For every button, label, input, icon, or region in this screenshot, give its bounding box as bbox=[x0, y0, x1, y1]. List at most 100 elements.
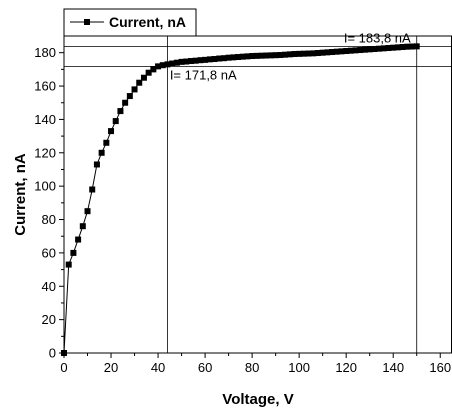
data-point bbox=[136, 79, 143, 86]
data-point bbox=[376, 45, 383, 52]
legend-entry-current: Current, nA bbox=[109, 14, 186, 30]
legend: Current, nA bbox=[63, 8, 197, 37]
data-point bbox=[150, 66, 157, 73]
x-tick-label-6: 120 bbox=[335, 360, 357, 375]
data-point bbox=[253, 52, 260, 59]
data-point bbox=[263, 52, 270, 59]
data-point bbox=[216, 55, 223, 62]
data-point bbox=[357, 47, 364, 54]
data-point bbox=[112, 118, 119, 125]
data-point bbox=[155, 63, 162, 70]
data-point bbox=[140, 74, 147, 81]
data-point bbox=[206, 56, 213, 63]
data-point bbox=[329, 49, 336, 56]
data-point bbox=[220, 55, 227, 62]
data-point bbox=[314, 50, 321, 57]
x-tick-label-3: 60 bbox=[198, 360, 212, 375]
data-point bbox=[380, 45, 387, 52]
data-point bbox=[409, 43, 416, 50]
data-point bbox=[300, 50, 307, 57]
data-point bbox=[75, 236, 82, 243]
y-tick-label-8: 160 bbox=[34, 79, 56, 94]
data-point bbox=[103, 139, 110, 146]
x-tick-label-2: 40 bbox=[151, 360, 165, 375]
y-tick-label-3: 60 bbox=[42, 245, 56, 260]
y-tick-label-4: 80 bbox=[42, 212, 56, 227]
y-tick-label-5: 100 bbox=[34, 179, 56, 194]
data-point bbox=[347, 47, 354, 54]
data-point bbox=[164, 61, 171, 68]
x-tick-label-1: 20 bbox=[104, 360, 118, 375]
data-point bbox=[145, 69, 152, 76]
y-tick-label-7: 140 bbox=[34, 112, 56, 127]
legend-marker bbox=[84, 19, 90, 25]
y-tick-label-9: 180 bbox=[34, 45, 56, 60]
data-point bbox=[187, 58, 194, 65]
y-tick-label-1: 20 bbox=[42, 312, 56, 327]
data-point bbox=[277, 52, 284, 59]
data-point bbox=[319, 49, 326, 56]
data-point bbox=[249, 53, 256, 60]
data-point bbox=[258, 52, 265, 59]
data-point bbox=[93, 161, 100, 168]
plot-frame bbox=[63, 35, 452, 354]
data-point bbox=[131, 86, 138, 93]
data-point bbox=[183, 58, 190, 65]
x-tick-label-4: 80 bbox=[245, 360, 259, 375]
data-point bbox=[399, 44, 406, 51]
data-point bbox=[70, 249, 77, 256]
annotations: I= 171,8 nA I= 183,8 nA bbox=[170, 31, 411, 83]
data-point bbox=[230, 54, 237, 61]
data-point bbox=[343, 48, 350, 55]
axes-layer: 0 20 40 60 80 100 120 140 160 0 20 40 60 80 100 120 140 1… bbox=[34, 45, 451, 375]
data-point bbox=[371, 46, 378, 53]
data-point bbox=[324, 49, 331, 56]
data-point bbox=[404, 43, 411, 50]
x-tick-label-0: 0 bbox=[60, 360, 67, 375]
data-point bbox=[394, 44, 401, 51]
data-point bbox=[65, 261, 72, 268]
data-point bbox=[159, 62, 166, 69]
reference-lines bbox=[64, 36, 452, 353]
data-point bbox=[202, 56, 209, 63]
y-tick-label-6: 120 bbox=[34, 145, 56, 160]
data-point bbox=[235, 54, 242, 61]
data-point bbox=[173, 59, 180, 66]
data-point bbox=[305, 50, 312, 57]
series-line-0 bbox=[63, 45, 417, 354]
data-point bbox=[117, 108, 124, 115]
data-point bbox=[296, 50, 303, 57]
data-point bbox=[169, 60, 176, 67]
data-point bbox=[98, 149, 105, 156]
data-point bbox=[338, 48, 345, 55]
data-point bbox=[122, 99, 129, 106]
x-axis-title: Voltage, V bbox=[222, 391, 293, 408]
data-point bbox=[291, 51, 298, 58]
data-point bbox=[244, 53, 251, 60]
x-tick-label-5: 100 bbox=[288, 360, 310, 375]
data-point bbox=[267, 52, 274, 59]
data-point bbox=[89, 186, 96, 193]
data-point bbox=[272, 52, 279, 59]
data-point bbox=[385, 45, 392, 52]
data-point bbox=[108, 128, 115, 135]
annotation-0: I= 171,8 nA bbox=[170, 67, 237, 82]
annotation-1: I= 183,8 nA bbox=[344, 31, 411, 46]
x-tick-label-8: 160 bbox=[429, 360, 451, 375]
data-point bbox=[413, 43, 420, 50]
data-point bbox=[239, 53, 246, 60]
data-point bbox=[197, 57, 204, 64]
data-point bbox=[390, 44, 397, 51]
data-point bbox=[352, 47, 359, 54]
data-point bbox=[211, 56, 218, 63]
y-axis-title: Current, nA bbox=[12, 153, 29, 236]
data-point bbox=[84, 208, 91, 215]
data-point bbox=[282, 51, 289, 58]
data-point bbox=[192, 57, 199, 64]
data-point bbox=[366, 46, 373, 53]
data-point bbox=[361, 46, 368, 53]
series-layer bbox=[61, 43, 420, 356]
data-point bbox=[79, 223, 86, 230]
data-point bbox=[333, 48, 340, 55]
